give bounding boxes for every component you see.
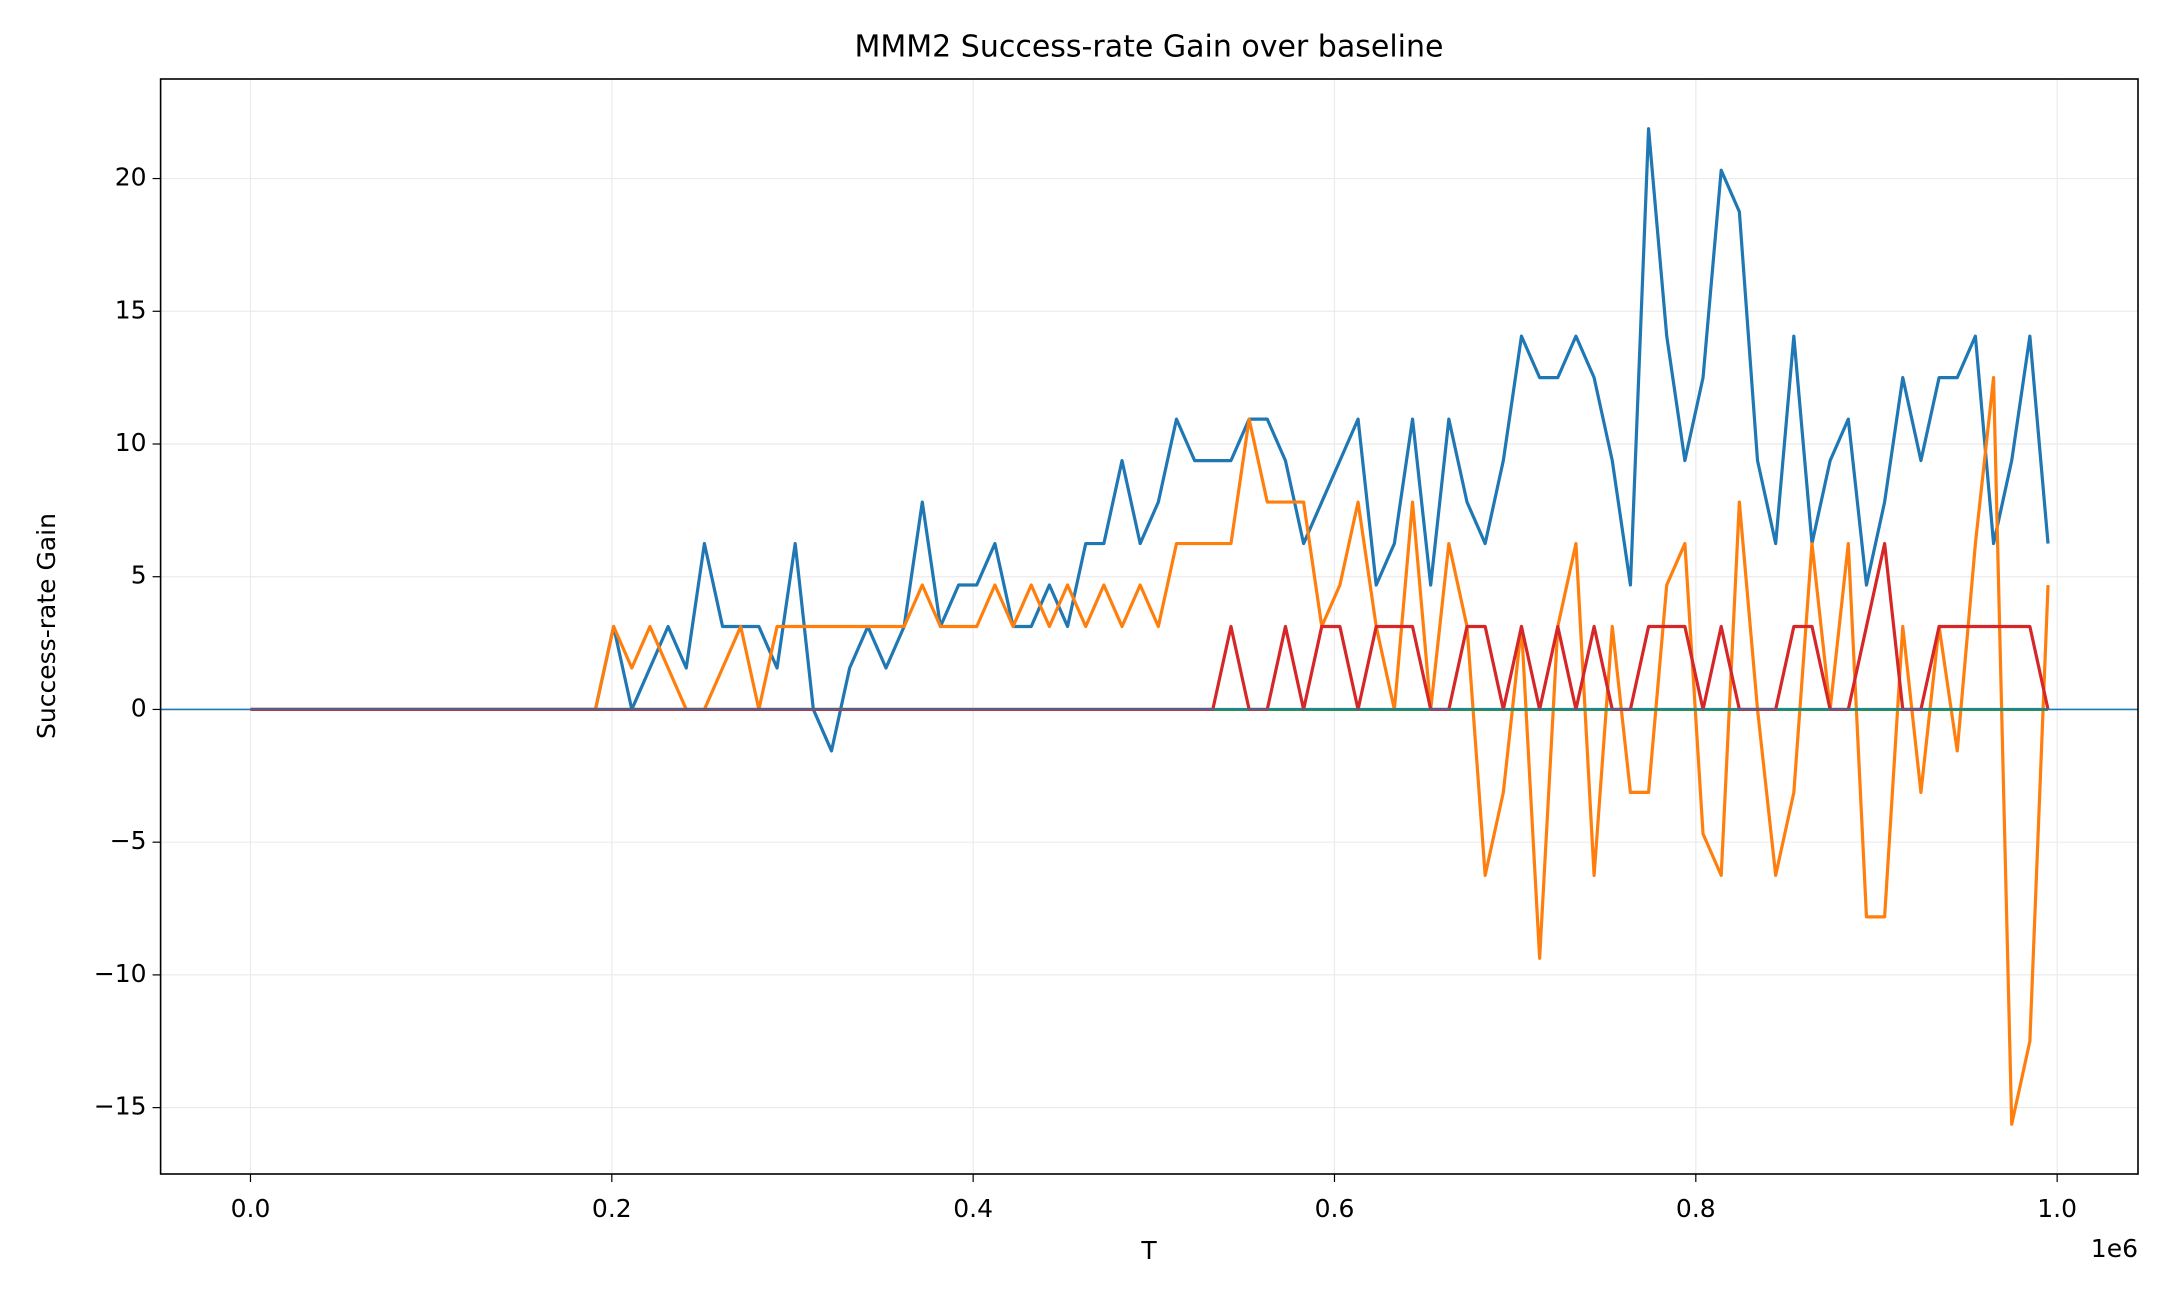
y-tick-label: 20 — [115, 163, 147, 192]
y-axis-label: Success-rate Gain — [32, 513, 61, 739]
x-tick-label: 0.2 — [592, 1194, 632, 1223]
chart-title: MMM2 Success-rate Gain over baseline — [855, 30, 1444, 65]
y-tick-label: −15 — [94, 1092, 147, 1121]
y-tick-label: −10 — [94, 959, 147, 988]
x-tick-label: 0.4 — [953, 1194, 993, 1223]
x-tick-label: 1.0 — [2037, 1194, 2077, 1223]
y-tick-label: 5 — [131, 561, 147, 590]
y-tick-label: 15 — [115, 295, 147, 324]
y-tick-label: −5 — [110, 826, 147, 855]
x-offset-label: 1e6 — [2091, 1234, 2138, 1263]
x-tick-label: 0.6 — [1315, 1194, 1355, 1223]
y-tick-label: 0 — [131, 693, 147, 722]
x-axis-label: T — [1140, 1236, 1157, 1265]
plot-frame — [159, 78, 2139, 1175]
y-tick-label: 10 — [115, 428, 147, 457]
x-tick-label: 0.8 — [1676, 1194, 1716, 1223]
x-tick-label: 0.0 — [231, 1194, 271, 1223]
